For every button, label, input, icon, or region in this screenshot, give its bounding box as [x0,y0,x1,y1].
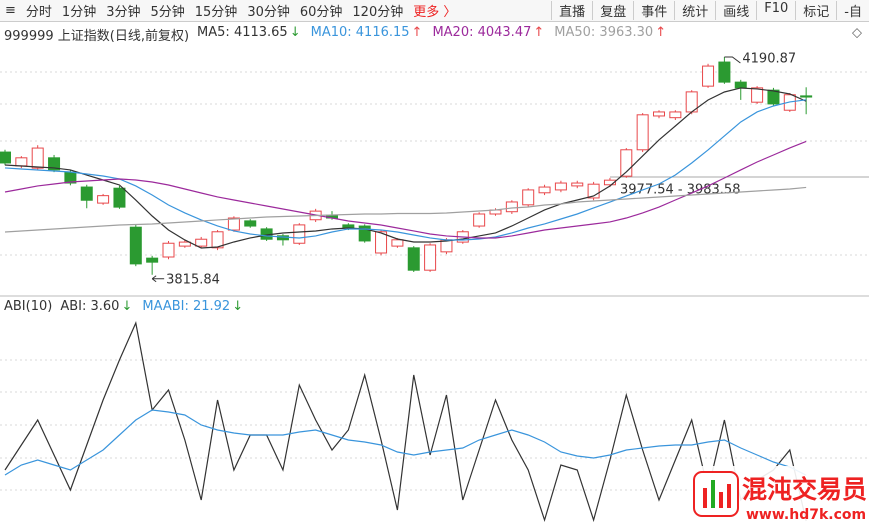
tool-group: 直播 复盘 事件 统计 画线 F10 标记 -自 [551,1,869,20]
candle-body [178,241,191,247]
legend-entry: MA5: 4113.65 [197,25,288,40]
candle-body [751,87,764,103]
series-line [4,320,807,523]
candle-body [718,61,731,83]
candle-body [244,220,257,227]
series-line [4,140,807,239]
candle-body [554,182,567,191]
watermark-icon [727,484,731,508]
candle-body [636,114,649,151]
candle-body [293,224,306,244]
high-pointer [724,56,741,64]
series-line [4,99,807,241]
period-tab[interactable]: 3分钟 [106,5,141,20]
candle-body [620,149,633,177]
series-line [4,409,807,476]
chart-title: 999999 上证指数(日线,前复权) [4,29,190,44]
high-label: 4190.87 [742,51,796,66]
tool-button[interactable]: -自 [836,1,869,20]
more-tab[interactable]: 更多 〉 [413,5,457,20]
legend-arrow: ↑ [655,25,667,40]
candle-body [473,213,486,227]
legend-arrow: ↓ [232,299,244,314]
legend-arrow: ↑ [533,25,545,40]
period-tab[interactable]: 分时 [25,5,52,20]
legend-entry: ABI: 3.60 [60,299,120,314]
watermark-url: www.hd7k.com [746,507,866,523]
candle-body [358,225,371,242]
watermark-icon [711,480,715,508]
candle-body [587,183,600,199]
series-line [4,87,807,249]
tool-button[interactable]: 复盘 [592,1,633,20]
candle-body [211,231,224,249]
tool-button[interactable]: 画线 [715,1,756,20]
candle-body [97,195,110,204]
candle-body [162,242,175,258]
candle-body [669,111,682,119]
candle-body [31,147,44,169]
tool-button[interactable]: 事件 [633,1,674,20]
candle-body [424,244,437,271]
period-tab[interactable]: 1分钟 [61,5,97,20]
candle-body [653,111,665,117]
candle-body [603,179,616,186]
candle-body [734,81,747,89]
candle-body [48,157,61,171]
toolbar: ≡ 分时 1分钟 3分钟 5分钟 15分钟 30分钟 60分钟 120分钟 更多 〉 直播 复盘 事件统… [0,0,869,22]
low-pointer [151,275,165,283]
watermark-icon [693,471,739,517]
candle-body [129,226,142,265]
candle-body [505,201,518,213]
legend-arrow: ↑ [411,25,423,40]
candle-body [0,151,11,164]
period-tab[interactable]: 120分钟 [352,5,404,20]
candle-body [702,65,715,87]
candle-body [571,182,584,187]
watermark-icon [703,488,707,508]
icon[interactable]: ◇ [852,26,862,41]
chart-title: ABI(10) [4,299,53,314]
candle-body [767,89,780,105]
legend-entry: MA20: 4043.47 [432,25,532,40]
candle-body [522,189,535,206]
legend-arrow: ↓ [121,299,133,314]
candle-body [227,217,240,231]
tool-button[interactable]: 统计 [674,1,715,20]
tool-button[interactable]: F10 [756,1,795,20]
candle-body [195,238,208,247]
candle-body [146,257,159,263]
legend-entry: MA10: 4116.15 [310,25,410,40]
legend-entry: MA50: 3963.30 [554,25,654,40]
legend: 999999 上证指数(日线,前复权) MA5: 4113.65 ↓ MA10: 41… [4,25,676,44]
watermark-icon [719,492,723,508]
menu-icon[interactable]: ≡ [5,3,16,18]
candle-body [800,95,813,98]
period-tab[interactable]: 5分钟 [150,5,185,20]
legend: ABI(10) ABI: 3.60 ↓ MAABI: 21.92 ↓ [4,299,253,314]
series-line [4,186,807,233]
candle-body [113,187,126,208]
tool-button[interactable]: 标记 [795,1,836,20]
candle-body [538,186,551,194]
period-tab[interactable]: 15分钟 [194,5,238,20]
candle-body [342,224,355,229]
legend-arrow: ↓ [289,25,301,40]
legend-entry: MAABI: 21.92 [142,299,231,314]
watermark-name: 混沌交易员 [742,475,867,504]
candle-body [80,186,93,201]
period-tab[interactable]: 30分钟 [247,5,290,20]
candle-body [407,247,420,271]
tool-button[interactable]: 直播 [551,1,592,20]
period-tab[interactable]: 60分钟 [299,5,343,20]
candle-body [375,231,388,254]
low-label: 3815.84 [166,272,220,287]
candle-body [391,239,404,247]
candle-body [15,157,28,167]
